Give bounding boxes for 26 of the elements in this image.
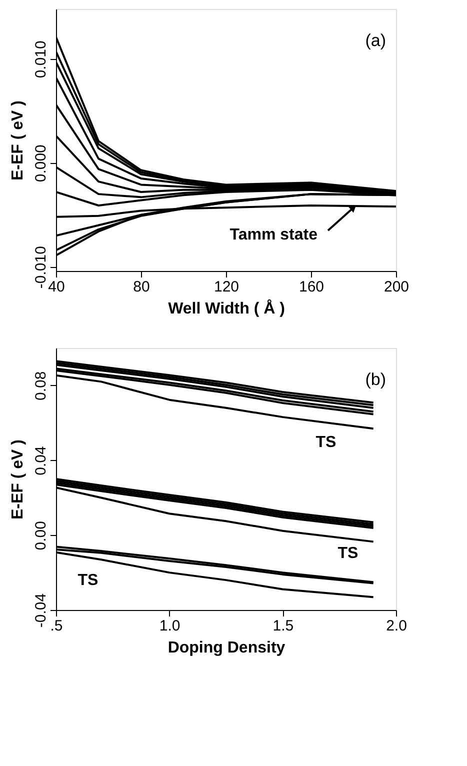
x-tick-label: 1.5 bbox=[272, 618, 294, 634]
x-tick-label: 120 bbox=[214, 278, 240, 296]
annotation: Tamm state bbox=[230, 226, 318, 244]
x-tick-label: 40 bbox=[48, 278, 65, 296]
y-tick-label: 0.000 bbox=[32, 144, 50, 182]
x-tick-label: 160 bbox=[298, 278, 324, 296]
y-axis-title: E-EF ( eV ) bbox=[10, 100, 26, 181]
x-tick-label: .5 bbox=[50, 618, 63, 634]
x-axis-title: Well Width ( Å ) bbox=[168, 298, 285, 318]
y-tick-label: 0.00 bbox=[32, 521, 50, 550]
annotation: TS bbox=[338, 545, 359, 562]
y-tick-label: 0.08 bbox=[32, 371, 50, 401]
x-axis-title: Doping Density bbox=[168, 640, 286, 656]
annotation: TS bbox=[78, 572, 99, 589]
annotation: TS bbox=[316, 434, 337, 451]
y-tick-label: 0.04 bbox=[32, 446, 50, 476]
x-tick-label: 2.0 bbox=[386, 618, 407, 634]
y-axis-title: E-EF ( eV ) bbox=[10, 439, 26, 520]
y-tick-label: 0.010 bbox=[32, 40, 50, 78]
x-tick-label: 200 bbox=[384, 278, 410, 296]
x-tick-label: 1.0 bbox=[159, 618, 180, 634]
annotation: (a) bbox=[365, 31, 386, 50]
x-tick-label: 80 bbox=[133, 278, 150, 296]
annotation: (b) bbox=[365, 370, 386, 389]
y-tick-label: -0.010 bbox=[32, 246, 50, 289]
y-tick-label: -0.04 bbox=[32, 593, 50, 628]
